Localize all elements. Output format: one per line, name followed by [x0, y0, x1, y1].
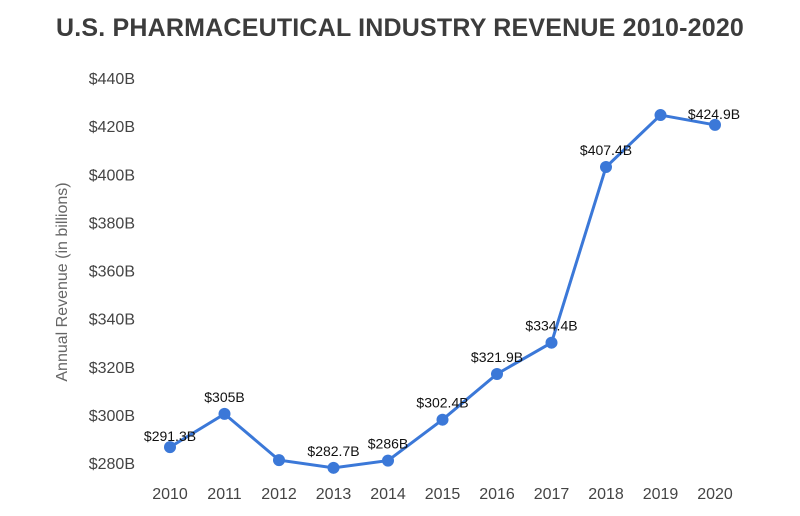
- y-tick-label: $280B: [89, 456, 135, 473]
- data-point: [709, 118, 721, 131]
- data-point: [327, 461, 340, 474]
- data-label: $282.7B: [307, 443, 359, 459]
- data-point: [436, 413, 449, 426]
- y-tick-label: $440B: [89, 71, 135, 88]
- data-point: [600, 161, 612, 174]
- data-point: [273, 454, 285, 467]
- x-tick-label: 2011: [207, 486, 242, 503]
- x-tick-label: 2019: [643, 486, 679, 503]
- y-tick-label: $400B: [89, 167, 135, 184]
- y-tick-label: $340B: [89, 312, 135, 329]
- y-tick-label: $380B: [89, 215, 135, 232]
- y-tick-label: $360B: [89, 264, 135, 281]
- y-tick-label: $320B: [89, 360, 135, 377]
- data-label: $302.4B: [416, 395, 468, 411]
- y-axis-label: Annual Revenue (in billions): [54, 182, 71, 381]
- data-label: $286B: [368, 436, 408, 452]
- x-tick-label: 2012: [261, 486, 297, 503]
- y-tick-label: $420B: [89, 119, 135, 136]
- data-label: $334.4B: [525, 318, 577, 334]
- data-label: $291.3B: [144, 428, 196, 444]
- x-tick-label: 2016: [479, 486, 515, 503]
- x-tick-label: 2010: [152, 486, 188, 503]
- y-tick-label: $300B: [89, 408, 135, 425]
- data-point: [545, 336, 558, 349]
- data-point: [654, 109, 667, 122]
- chart-title: U.S. PHARMACEUTICAL INDUSTRY REVENUE 201…: [55, 14, 745, 42]
- x-tick-label: 2017: [534, 486, 570, 503]
- data-point: [491, 367, 503, 380]
- data-label: $321.9B: [471, 349, 523, 365]
- data-label: $424.9B: [688, 106, 740, 122]
- data-point: [382, 454, 394, 467]
- x-tick-label: 2020: [697, 486, 733, 503]
- data-label: $305B: [204, 389, 244, 405]
- data-point: [218, 407, 231, 420]
- x-tick-label: 2018: [588, 486, 624, 503]
- data-label: $407.4B: [580, 142, 632, 158]
- x-tick-label: 2013: [316, 486, 352, 503]
- x-tick-label: 2015: [425, 486, 461, 503]
- x-tick-label: 2014: [370, 486, 406, 503]
- data-point: [164, 441, 176, 454]
